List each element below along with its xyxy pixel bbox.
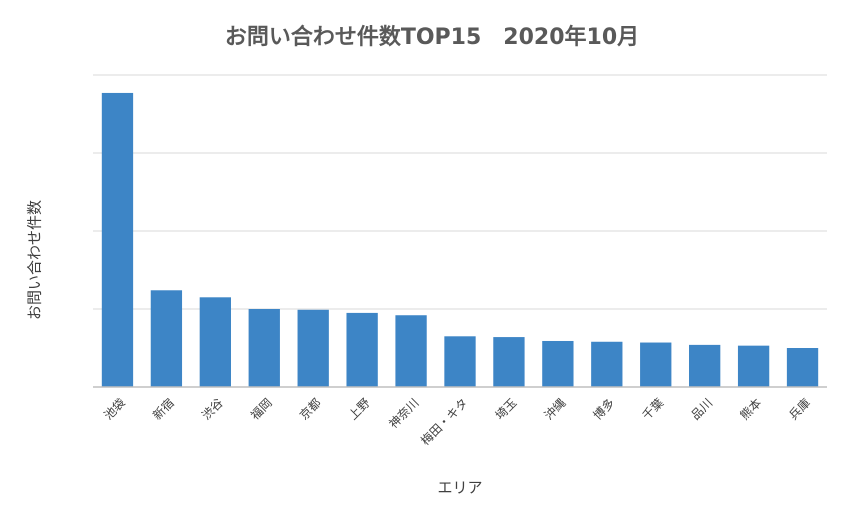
bar: [248, 309, 280, 387]
bar: [640, 342, 672, 387]
x-tick-label: 渋谷: [199, 396, 226, 423]
bar: [150, 290, 183, 387]
bar: [786, 348, 819, 387]
x-tick-label: 兵庫: [786, 396, 813, 423]
bar: [101, 92, 134, 387]
x-axis-label: エリア: [437, 479, 482, 497]
bar: [591, 341, 623, 387]
bar: [737, 345, 770, 387]
bar: [395, 315, 427, 387]
x-tick-label: 品川: [688, 396, 715, 423]
x-tick-label: 埼玉: [493, 396, 520, 423]
bar: [444, 336, 476, 387]
x-tick-label: 沖縄: [541, 395, 569, 423]
y-axis-label: お問い合わせ件数: [26, 200, 44, 320]
x-tick-label: 上野: [346, 396, 373, 423]
x-tick-label: 熊本: [737, 395, 765, 423]
bar: [199, 297, 231, 387]
x-tick-label: 新宿: [149, 395, 177, 423]
x-tick-label: 梅田・キタ: [418, 395, 471, 448]
x-tick-label: 博多: [590, 395, 618, 423]
x-tick-label: 福岡: [247, 395, 275, 423]
x-tick-label: 池袋: [101, 396, 128, 423]
bar: [297, 309, 329, 387]
bar: [689, 344, 721, 387]
bar: [542, 340, 574, 387]
bar: [493, 337, 525, 387]
x-tick-label: 神奈川: [386, 396, 421, 431]
x-tick-label: 京都: [297, 396, 324, 423]
x-tick-label: 千葉: [639, 396, 666, 423]
bar: [346, 312, 378, 387]
chart-title: お問い合わせ件数TOP15 2020年10月: [225, 24, 639, 50]
